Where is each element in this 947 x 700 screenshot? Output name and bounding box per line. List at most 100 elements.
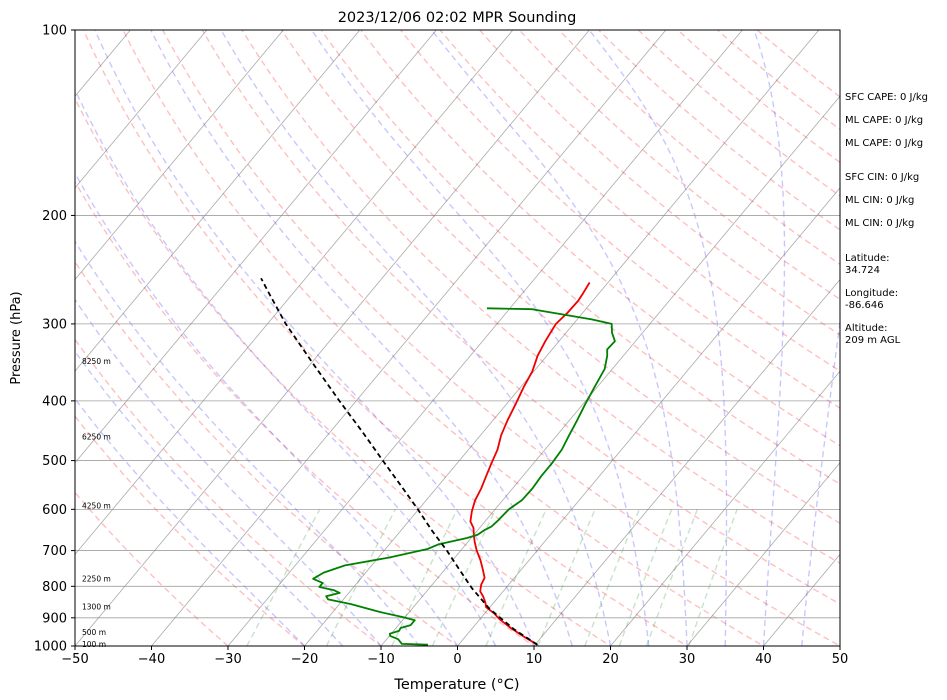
height-label: 8250 m [82, 357, 111, 366]
info-label: ML CAPE: 0 J/kg [845, 138, 924, 149]
y-tick-label: 900 [42, 611, 67, 626]
series-line-0 [469, 282, 591, 646]
dry-adiabat [75, 97, 612, 646]
x-tick-label: −30 [214, 652, 241, 667]
profile-series [260, 277, 616, 646]
moist-adiabat [75, 298, 382, 646]
y-tick-label: 600 [42, 503, 67, 518]
info-label: SFC CIN: 0 J/kg [845, 172, 920, 183]
info-item: SFC CAPE: 0 J/kg [845, 92, 928, 104]
info-item: SFC CIN: 0 J/kg [845, 172, 919, 184]
info-label: ML CIN: 0 J/kg [845, 218, 915, 229]
moist-adiabat [75, 397, 305, 646]
dry-adiabat [161, 30, 840, 646]
moist-adiabat [753, 30, 786, 646]
height-label: 1300 m [82, 603, 111, 612]
info-item: ML CAPE: 0 J/kg [845, 115, 923, 127]
dry-adiabat [75, 491, 230, 646]
info-item: ML CAPE: 0 J/kg [845, 138, 923, 150]
dry-adiabat [122, 30, 765, 646]
isotherm [75, 30, 590, 646]
isotherm [610, 370, 840, 646]
x-tick-label: −10 [367, 652, 394, 667]
axis-ticks: −50 −40 −30 −20 −10 0 10 20 30 40 50 100 200 300 400 50… [34, 24, 848, 668]
y-axis-label: Pressure (hPa) [9, 291, 24, 384]
info-label: ML CIN: 0 J/kg [845, 195, 915, 206]
y-tick-label: 1000 [34, 640, 67, 655]
dry-adiabat [75, 180, 536, 646]
mixing-ratio-line [325, 508, 396, 646]
info-value: 34.724 [845, 265, 880, 276]
background-lines [75, 30, 840, 646]
x-tick-label: 50 [832, 652, 849, 667]
dry-adiabat [478, 30, 840, 336]
info-value: 209 m AGL [845, 335, 901, 346]
height-label: 100 m [82, 640, 106, 649]
moist-adiabat [311, 30, 650, 646]
height-label: 4250 m [82, 502, 111, 511]
dry-adiabat [399, 30, 840, 409]
dry-adiabat [75, 415, 306, 646]
y-tick-label: 400 [42, 394, 67, 409]
height-label: 2250 m [82, 574, 111, 583]
height-label: 500 m [82, 628, 106, 637]
dry-adiabat [359, 30, 840, 447]
height-label: 6250 m [82, 433, 111, 442]
moist-adiabat [75, 350, 344, 646]
isotherm [380, 95, 840, 646]
x-tick-label: 40 [755, 652, 772, 667]
isotherm [533, 278, 840, 646]
info-label: ML CAPE: 0 J/kg [845, 115, 924, 126]
dry-adiabat [280, 30, 840, 525]
moist-adiabat [94, 30, 535, 646]
moist-adiabat [150, 30, 573, 646]
moist-adiabat [801, 317, 840, 646]
dry-adiabat [320, 30, 840, 485]
x-tick-label: 20 [602, 652, 619, 667]
mixing-ratio-line [246, 508, 321, 646]
info-item: Altitude: 209 m AGL [845, 323, 900, 347]
dry-adiabat [82, 30, 689, 646]
series-line-1 [312, 307, 616, 646]
isotherm [75, 30, 361, 372]
dry-adiabat [75, 260, 459, 646]
dry-adiabat [676, 30, 840, 164]
moist-adiabat [588, 30, 728, 646]
info-item: ML CIN: 0 J/kg [845, 218, 914, 230]
x-tick-label: −20 [291, 652, 318, 667]
isotherm [686, 462, 840, 646]
dry-adiabat [75, 338, 383, 646]
y-tick-label: 800 [42, 580, 67, 595]
plot-frame [74, 29, 841, 647]
isotherm [75, 30, 284, 281]
x-tick-label: 10 [526, 652, 543, 667]
info-label: SFC CAPE: 0 J/kg [845, 92, 928, 103]
info-label: Altitude: [845, 323, 888, 334]
info-value: -86.646 [845, 300, 884, 311]
y-tick-label: 100 [42, 24, 67, 39]
moist-adiabat [75, 171, 459, 646]
dry-adiabat [241, 30, 840, 565]
chart-title: 2023/12/06 02:02 MPR Sounding [338, 10, 577, 26]
isotherm [304, 30, 820, 646]
dry-adiabat [518, 30, 840, 301]
moist-adiabat [431, 30, 688, 646]
x-tick-label: −50 [61, 652, 88, 667]
isotherm [151, 30, 667, 646]
info-label: Latitude: [845, 253, 890, 264]
height-labels: 8250 m 6250 m 4250 m 2250 m 1300 m 500 m 100 m [82, 357, 111, 649]
moist-adiabat [220, 30, 612, 646]
info-item: ML CIN: 0 J/kg [845, 195, 914, 207]
isotherm [227, 30, 743, 646]
series-line-2 [260, 277, 538, 646]
moist-adiabat [75, 88, 497, 646]
x-tick-label: 0 [453, 652, 461, 667]
x-tick-label: 30 [679, 652, 696, 667]
info-item: Longitude: -86.646 [845, 288, 898, 312]
y-tick-label: 300 [42, 317, 67, 332]
isotherm [457, 187, 840, 646]
mixing-ratio-line [485, 509, 547, 646]
dry-adiabat [201, 30, 840, 605]
moist-adiabat [75, 240, 420, 646]
y-tick-label: 200 [42, 209, 67, 224]
